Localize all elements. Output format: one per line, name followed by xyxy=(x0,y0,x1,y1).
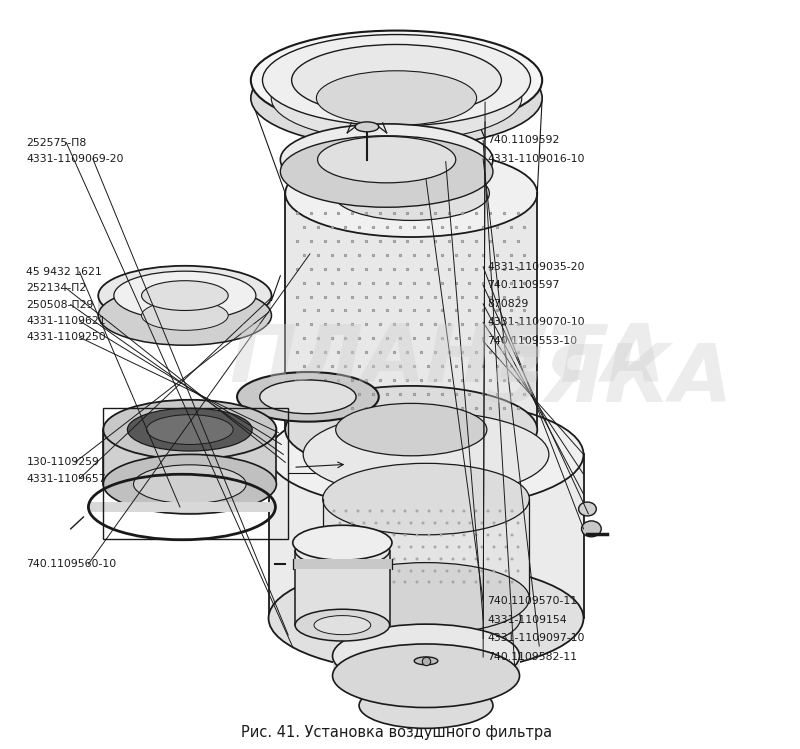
Ellipse shape xyxy=(98,285,271,345)
Polygon shape xyxy=(98,296,271,315)
Polygon shape xyxy=(286,193,538,430)
Ellipse shape xyxy=(333,624,519,688)
Text: 740.1109592: 740.1109592 xyxy=(487,136,559,145)
Polygon shape xyxy=(333,656,519,676)
Text: 250508-П29: 250508-П29 xyxy=(26,300,94,309)
Text: 4331-1109250: 4331-1109250 xyxy=(26,333,106,342)
Polygon shape xyxy=(280,160,493,172)
Text: 45 9432 1621: 45 9432 1621 xyxy=(26,267,102,277)
Text: 4331-1109657: 4331-1109657 xyxy=(26,473,106,484)
Ellipse shape xyxy=(582,521,602,537)
Ellipse shape xyxy=(414,657,438,665)
Ellipse shape xyxy=(262,34,530,126)
Ellipse shape xyxy=(322,562,530,634)
Ellipse shape xyxy=(336,404,487,456)
Text: 740.1109597: 740.1109597 xyxy=(487,280,559,291)
Ellipse shape xyxy=(114,271,256,320)
Text: 4331-1109070-10: 4331-1109070-10 xyxy=(487,318,585,327)
Ellipse shape xyxy=(269,400,583,509)
Ellipse shape xyxy=(271,55,522,141)
Ellipse shape xyxy=(316,70,477,125)
Text: 4331-1109154: 4331-1109154 xyxy=(487,615,566,625)
Text: 740.1109582-11: 740.1109582-11 xyxy=(487,652,577,662)
Ellipse shape xyxy=(103,455,277,514)
Ellipse shape xyxy=(286,150,538,237)
Ellipse shape xyxy=(127,408,252,451)
Ellipse shape xyxy=(103,400,277,459)
Polygon shape xyxy=(89,502,275,512)
Ellipse shape xyxy=(318,136,456,183)
Ellipse shape xyxy=(280,124,493,195)
Ellipse shape xyxy=(303,412,549,497)
Ellipse shape xyxy=(260,380,356,413)
Ellipse shape xyxy=(251,31,542,130)
Ellipse shape xyxy=(286,386,538,473)
Ellipse shape xyxy=(355,122,378,132)
Polygon shape xyxy=(293,559,392,568)
Ellipse shape xyxy=(237,372,378,422)
Polygon shape xyxy=(322,499,530,598)
Text: 4331-1109621: 4331-1109621 xyxy=(26,316,106,326)
Ellipse shape xyxy=(293,525,392,560)
Ellipse shape xyxy=(292,44,502,116)
Polygon shape xyxy=(103,430,277,484)
Text: ЗЯКА: ЗЯКА xyxy=(485,341,732,419)
Ellipse shape xyxy=(331,586,521,651)
Ellipse shape xyxy=(269,563,583,673)
Ellipse shape xyxy=(333,166,490,220)
Polygon shape xyxy=(359,691,493,706)
Ellipse shape xyxy=(142,281,228,311)
Ellipse shape xyxy=(322,464,530,535)
Ellipse shape xyxy=(146,415,233,444)
Ellipse shape xyxy=(295,535,390,566)
Polygon shape xyxy=(295,551,390,625)
Text: 252134-П2: 252134-П2 xyxy=(26,283,86,294)
Polygon shape xyxy=(269,455,583,618)
Text: 4331-1109016-10: 4331-1109016-10 xyxy=(487,154,585,164)
Text: 4331-1109097-10: 4331-1109097-10 xyxy=(487,634,585,643)
Text: 4331-1109069-20: 4331-1109069-20 xyxy=(26,154,124,164)
Ellipse shape xyxy=(251,49,542,148)
Text: 4331-1109035-20: 4331-1109035-20 xyxy=(487,261,585,272)
Ellipse shape xyxy=(359,668,493,714)
Ellipse shape xyxy=(578,502,596,516)
Ellipse shape xyxy=(333,644,519,708)
Text: Рис. 41. Установка воздушного фильтра: Рис. 41. Установка воздушного фильтра xyxy=(241,725,552,740)
Polygon shape xyxy=(251,80,542,98)
Ellipse shape xyxy=(312,540,373,561)
Text: ПЛАНЕТА: ПЛАНЕТА xyxy=(229,321,665,399)
Ellipse shape xyxy=(98,266,271,325)
Text: 252575-П8: 252575-П8 xyxy=(26,138,86,148)
Text: 740.1109570-11: 740.1109570-11 xyxy=(487,596,577,606)
Ellipse shape xyxy=(295,609,390,641)
Text: 130-1109259: 130-1109259 xyxy=(26,457,99,467)
Text: 740.1109560-10: 740.1109560-10 xyxy=(26,559,117,569)
Ellipse shape xyxy=(359,682,493,728)
Ellipse shape xyxy=(280,136,493,207)
Ellipse shape xyxy=(142,300,228,330)
Ellipse shape xyxy=(314,616,370,634)
Text: 870829: 870829 xyxy=(487,299,529,309)
Ellipse shape xyxy=(134,465,246,503)
Text: 740.1109553-10: 740.1109553-10 xyxy=(487,336,577,346)
